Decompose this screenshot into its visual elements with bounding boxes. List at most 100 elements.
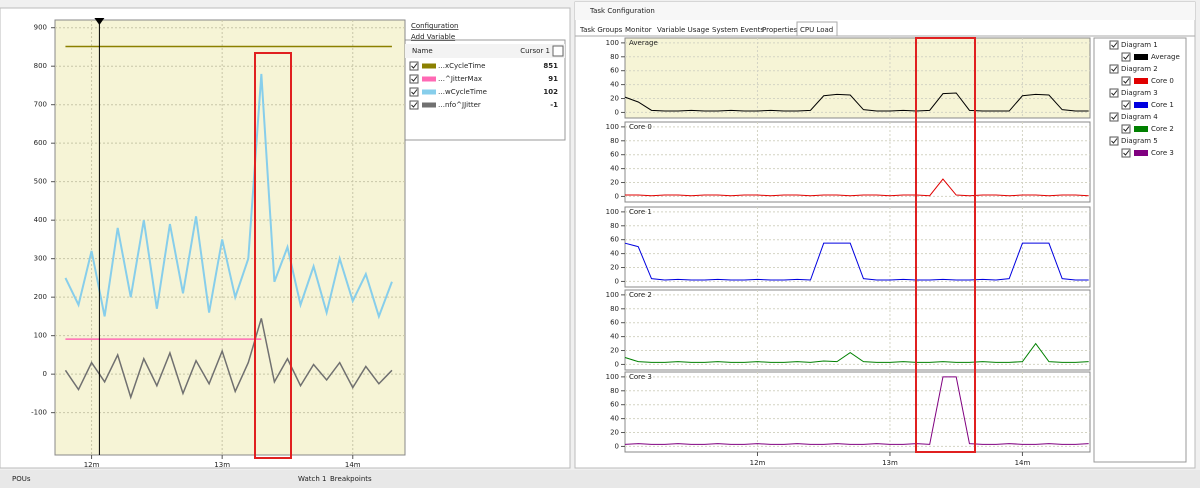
y-tick-label: 60 xyxy=(610,236,619,244)
y-tick-label: 0 xyxy=(615,442,619,450)
checkbox[interactable] xyxy=(1109,136,1119,146)
legend-swatch xyxy=(1134,78,1148,84)
y-tick-label: 100 xyxy=(606,123,619,131)
legend-swatch xyxy=(1134,102,1148,108)
check xyxy=(1123,78,1130,84)
panel-label: Core 2 xyxy=(629,291,652,299)
tab[interactable]: Properties xyxy=(762,26,798,34)
y-tick-label: 20 xyxy=(610,179,619,187)
dropdown[interactable] xyxy=(552,45,564,57)
series-name: …^JitterMax xyxy=(438,75,482,83)
tab[interactable]: Variable Usage xyxy=(657,26,709,34)
diagram-label: Diagram 2 xyxy=(1121,65,1158,73)
y-tick-label: 500 xyxy=(34,178,47,186)
status-bar xyxy=(0,470,1200,488)
y-tick-label: 0 xyxy=(615,192,619,200)
y-tick-label: 100 xyxy=(606,373,619,381)
series-line xyxy=(624,342,1089,363)
status-item[interactable]: POUs xyxy=(12,475,31,483)
checkbox[interactable] xyxy=(409,100,419,110)
diagram-label: Diagram 1 xyxy=(1121,41,1158,49)
y-tick-label: 0 xyxy=(43,370,47,378)
y-tick-label: 20 xyxy=(610,264,619,272)
checkbox[interactable] xyxy=(409,87,419,97)
legend-label: Average xyxy=(1151,53,1180,61)
checkbox[interactable] xyxy=(409,61,419,71)
tab[interactable]: Monitor xyxy=(625,26,652,34)
table-header xyxy=(405,44,565,58)
plot-area xyxy=(624,121,1091,203)
series-line xyxy=(64,73,393,320)
y-tick-label: 80 xyxy=(610,222,619,230)
x-tick-label: 14m xyxy=(345,461,361,469)
cursor-value: 851 xyxy=(543,62,558,70)
y-tick-label: 20 xyxy=(610,347,619,355)
y-tick-label: 40 xyxy=(610,415,619,423)
checkbox[interactable] xyxy=(1121,52,1131,62)
link[interactable]: Configuration xyxy=(411,22,458,30)
diagram-label: Diagram 3 xyxy=(1121,89,1158,97)
check xyxy=(411,63,418,69)
swatch xyxy=(422,89,436,95)
checkbox[interactable] xyxy=(1109,40,1119,50)
column-header: Name xyxy=(412,47,433,55)
highlight-box xyxy=(915,37,976,453)
checkbox[interactable] xyxy=(1121,148,1131,158)
panel-label: Core 1 xyxy=(629,208,652,216)
plot-area xyxy=(624,206,1091,288)
y-tick-label: 40 xyxy=(610,165,619,173)
plot-area xyxy=(624,371,1091,453)
column-header: Cursor 1 xyxy=(520,47,550,55)
series-line xyxy=(64,318,393,400)
check xyxy=(1111,66,1118,72)
checkbox[interactable] xyxy=(1121,124,1131,134)
legend-label: Core 1 xyxy=(1151,101,1174,109)
y-tick-label: 800 xyxy=(34,62,47,70)
checkbox[interactable] xyxy=(1121,76,1131,86)
check xyxy=(1123,126,1130,132)
check xyxy=(1111,42,1118,48)
cursor-value: 102 xyxy=(543,88,558,96)
y-tick-label: 100 xyxy=(606,39,619,47)
legend-label: Core 2 xyxy=(1151,125,1174,133)
tab[interactable]: CPU Load xyxy=(800,26,833,34)
checkbox[interactable] xyxy=(409,74,419,84)
y-tick-label: 700 xyxy=(34,101,47,109)
series-line xyxy=(625,178,1089,197)
check xyxy=(1111,90,1118,96)
status-item[interactable]: Watch 1 xyxy=(298,475,326,483)
y-tick-label: 600 xyxy=(34,139,47,147)
check xyxy=(1123,102,1130,108)
plot-area xyxy=(54,19,406,456)
link[interactable]: Add Variable xyxy=(411,33,455,41)
y-tick-label: 400 xyxy=(34,216,47,224)
plot-area xyxy=(624,37,1091,119)
y-tick-label: 40 xyxy=(610,250,619,258)
x-tick-label: 12m xyxy=(84,461,100,469)
y-tick-label: 0 xyxy=(615,277,619,285)
tab[interactable]: Task Groups xyxy=(579,26,623,34)
legend-label: Core 3 xyxy=(1151,149,1174,157)
x-tick-label: 14m xyxy=(1015,459,1031,467)
checkbox[interactable] xyxy=(1109,88,1119,98)
status-item[interactable]: Breakpoints xyxy=(330,475,372,483)
plot-area xyxy=(624,289,1091,371)
check xyxy=(1123,150,1130,156)
x-tick-label: 12m xyxy=(750,459,766,467)
tab[interactable]: System Events xyxy=(712,26,764,34)
x-tick-label: 13m xyxy=(214,461,230,469)
y-tick-label: 20 xyxy=(610,429,619,437)
legend-label: Core 0 xyxy=(1151,77,1174,85)
series-line xyxy=(624,92,1089,112)
y-tick-label: 100 xyxy=(606,208,619,216)
panel-label: Core 0 xyxy=(629,123,652,131)
diagram-label: Diagram 5 xyxy=(1121,137,1158,145)
checkbox[interactable] xyxy=(1121,100,1131,110)
y-tick-label: 100 xyxy=(606,291,619,299)
cursor-handle[interactable] xyxy=(94,18,105,25)
y-tick-label: 60 xyxy=(610,401,619,409)
highlight-box xyxy=(254,52,292,459)
checkbox[interactable] xyxy=(1109,112,1119,122)
checkbox[interactable] xyxy=(1109,64,1119,74)
series-name: …nfo^JJitter xyxy=(438,101,481,109)
